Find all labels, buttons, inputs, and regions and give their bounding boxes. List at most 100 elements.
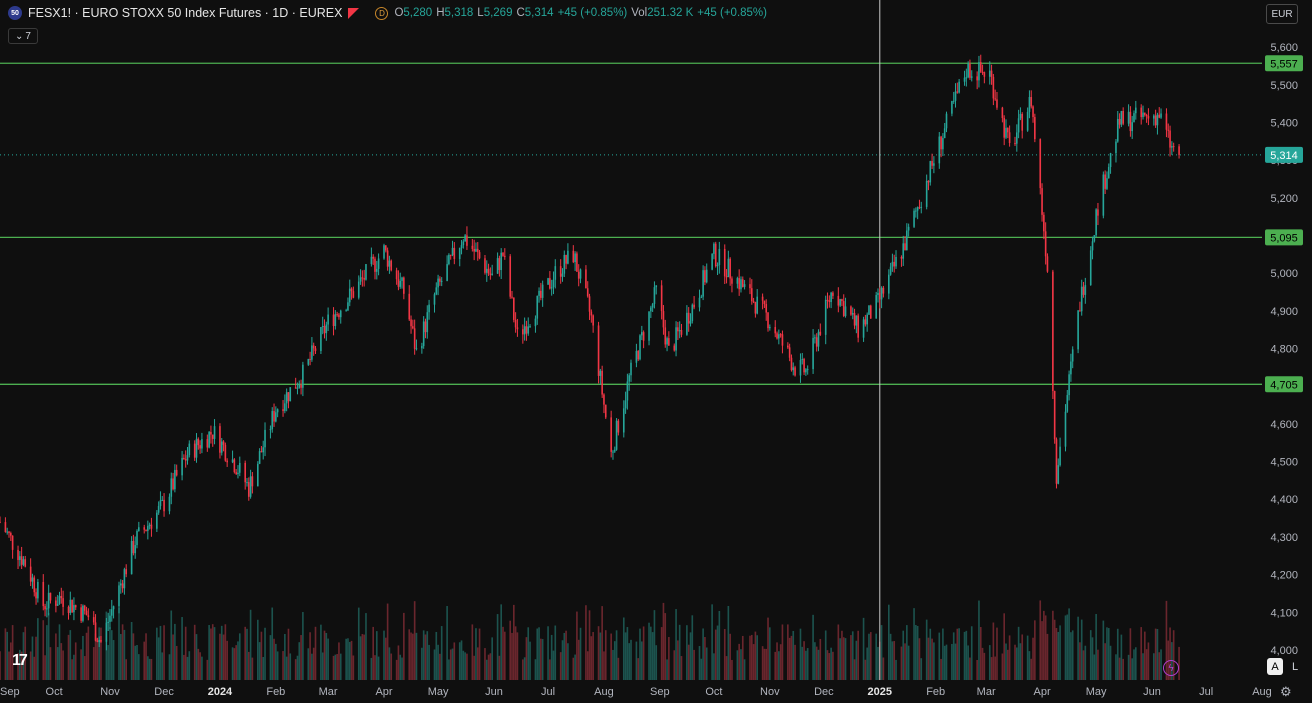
volume-bar bbox=[287, 628, 290, 680]
candle-body bbox=[83, 605, 86, 611]
candle-body bbox=[491, 273, 493, 275]
volume-bar bbox=[637, 658, 640, 680]
volume-bar bbox=[1032, 637, 1034, 680]
volume-bar bbox=[1079, 642, 1081, 680]
symbol-badge[interactable]: 50 bbox=[8, 6, 22, 20]
x-tick-label: Oct bbox=[46, 686, 63, 698]
candle-body bbox=[534, 318, 537, 327]
candle-body bbox=[853, 313, 856, 326]
candle-body bbox=[1082, 286, 1085, 295]
candle-body bbox=[954, 91, 957, 101]
volume-bar bbox=[691, 615, 694, 680]
candle-body bbox=[4, 522, 7, 532]
volume-bar bbox=[296, 655, 299, 680]
candle-body bbox=[401, 277, 403, 281]
candle-body bbox=[687, 312, 690, 324]
candle-body bbox=[1147, 115, 1150, 119]
candle-body bbox=[1115, 141, 1117, 154]
x-tick-label: Aug bbox=[1252, 686, 1272, 698]
candle-body bbox=[1084, 285, 1087, 295]
candle-body bbox=[233, 459, 236, 473]
candle-body bbox=[839, 299, 841, 306]
volume-bar bbox=[718, 610, 721, 680]
log-scale-button[interactable]: L bbox=[1291, 660, 1299, 673]
candle-body bbox=[484, 258, 486, 273]
candle-body bbox=[851, 313, 854, 315]
volume-bar bbox=[824, 630, 827, 680]
volume-bar bbox=[920, 658, 923, 680]
candle-body bbox=[727, 258, 730, 278]
volume-bar bbox=[592, 632, 594, 680]
ohlc-item: +45 (+0.85%) bbox=[697, 7, 767, 19]
volume-bar bbox=[655, 645, 658, 680]
volume-bar bbox=[168, 654, 171, 680]
candle-body bbox=[67, 606, 70, 613]
volume-bar bbox=[916, 625, 919, 680]
candle-body bbox=[779, 334, 782, 336]
candle-body bbox=[334, 314, 337, 326]
candle-body bbox=[325, 324, 328, 334]
volume-bar bbox=[736, 650, 739, 680]
candle-body bbox=[0, 521, 1, 523]
candle-body bbox=[705, 269, 708, 283]
x-tick-label: Sep bbox=[650, 686, 670, 698]
volume-bar bbox=[1089, 630, 1092, 680]
volume-bar bbox=[877, 646, 879, 680]
candle-body bbox=[711, 253, 713, 270]
candle-body bbox=[388, 260, 391, 267]
volume-bar bbox=[547, 626, 549, 680]
symbol-title[interactable]: FESX1! · EURO STOXX 50 Index Futures · 1… bbox=[28, 6, 343, 20]
volume-bar bbox=[617, 657, 620, 680]
volume-bar bbox=[1070, 632, 1072, 680]
candle-body bbox=[604, 404, 607, 418]
ohlc-item: H5,318 bbox=[436, 7, 473, 19]
volume-bar bbox=[1084, 645, 1087, 680]
delayed-data-badge[interactable]: D bbox=[375, 6, 389, 20]
volume-bar bbox=[1008, 635, 1011, 680]
volume-bar bbox=[206, 659, 209, 680]
volume-bar bbox=[1046, 633, 1049, 680]
volume-bar bbox=[990, 657, 993, 680]
volume-bar bbox=[698, 646, 701, 680]
volume-bar bbox=[778, 651, 780, 680]
candle-body bbox=[857, 315, 859, 338]
candle-body bbox=[211, 434, 214, 439]
volume-bar bbox=[1091, 637, 1094, 680]
indicators-toggle[interactable]: ⌄ 7 bbox=[8, 28, 38, 44]
currency-selector[interactable]: EUR bbox=[1266, 4, 1298, 24]
candle-body bbox=[55, 600, 57, 606]
candle-body bbox=[118, 585, 120, 607]
candle-body bbox=[554, 266, 557, 280]
candle-body bbox=[174, 469, 176, 490]
volume-bar bbox=[233, 648, 236, 680]
volume-bar bbox=[875, 633, 877, 680]
volume-bar bbox=[421, 647, 423, 680]
gear-icon[interactable]: ⚙ bbox=[1280, 684, 1292, 699]
volume-bar bbox=[716, 625, 719, 680]
auto-scale-button[interactable]: A bbox=[1267, 658, 1283, 675]
candle-body bbox=[635, 351, 638, 363]
candle-body bbox=[213, 426, 216, 439]
volume-bar bbox=[58, 624, 61, 680]
volume-bar bbox=[763, 648, 766, 680]
flag-icon[interactable] bbox=[348, 7, 360, 19]
volume-bar bbox=[172, 634, 174, 680]
candle-body bbox=[1053, 390, 1056, 440]
candle-body bbox=[787, 345, 789, 348]
x-tick-label: Dec bbox=[814, 686, 834, 698]
lightning-icon[interactable]: ϟ bbox=[1163, 660, 1179, 676]
volume-bar bbox=[1122, 658, 1124, 680]
candle-body bbox=[112, 606, 115, 610]
volume-bar bbox=[952, 632, 955, 680]
candle-body bbox=[1129, 111, 1132, 132]
tradingview-logo-icon[interactable]: 17 bbox=[12, 652, 28, 669]
volume-bar bbox=[1082, 650, 1085, 680]
volume-bar bbox=[260, 631, 263, 680]
candle-body bbox=[219, 426, 221, 453]
volume-bar bbox=[918, 638, 921, 680]
candle-body bbox=[238, 462, 241, 473]
volume-bar bbox=[541, 639, 544, 680]
volume-bar bbox=[866, 647, 868, 680]
candle-body bbox=[677, 327, 679, 332]
